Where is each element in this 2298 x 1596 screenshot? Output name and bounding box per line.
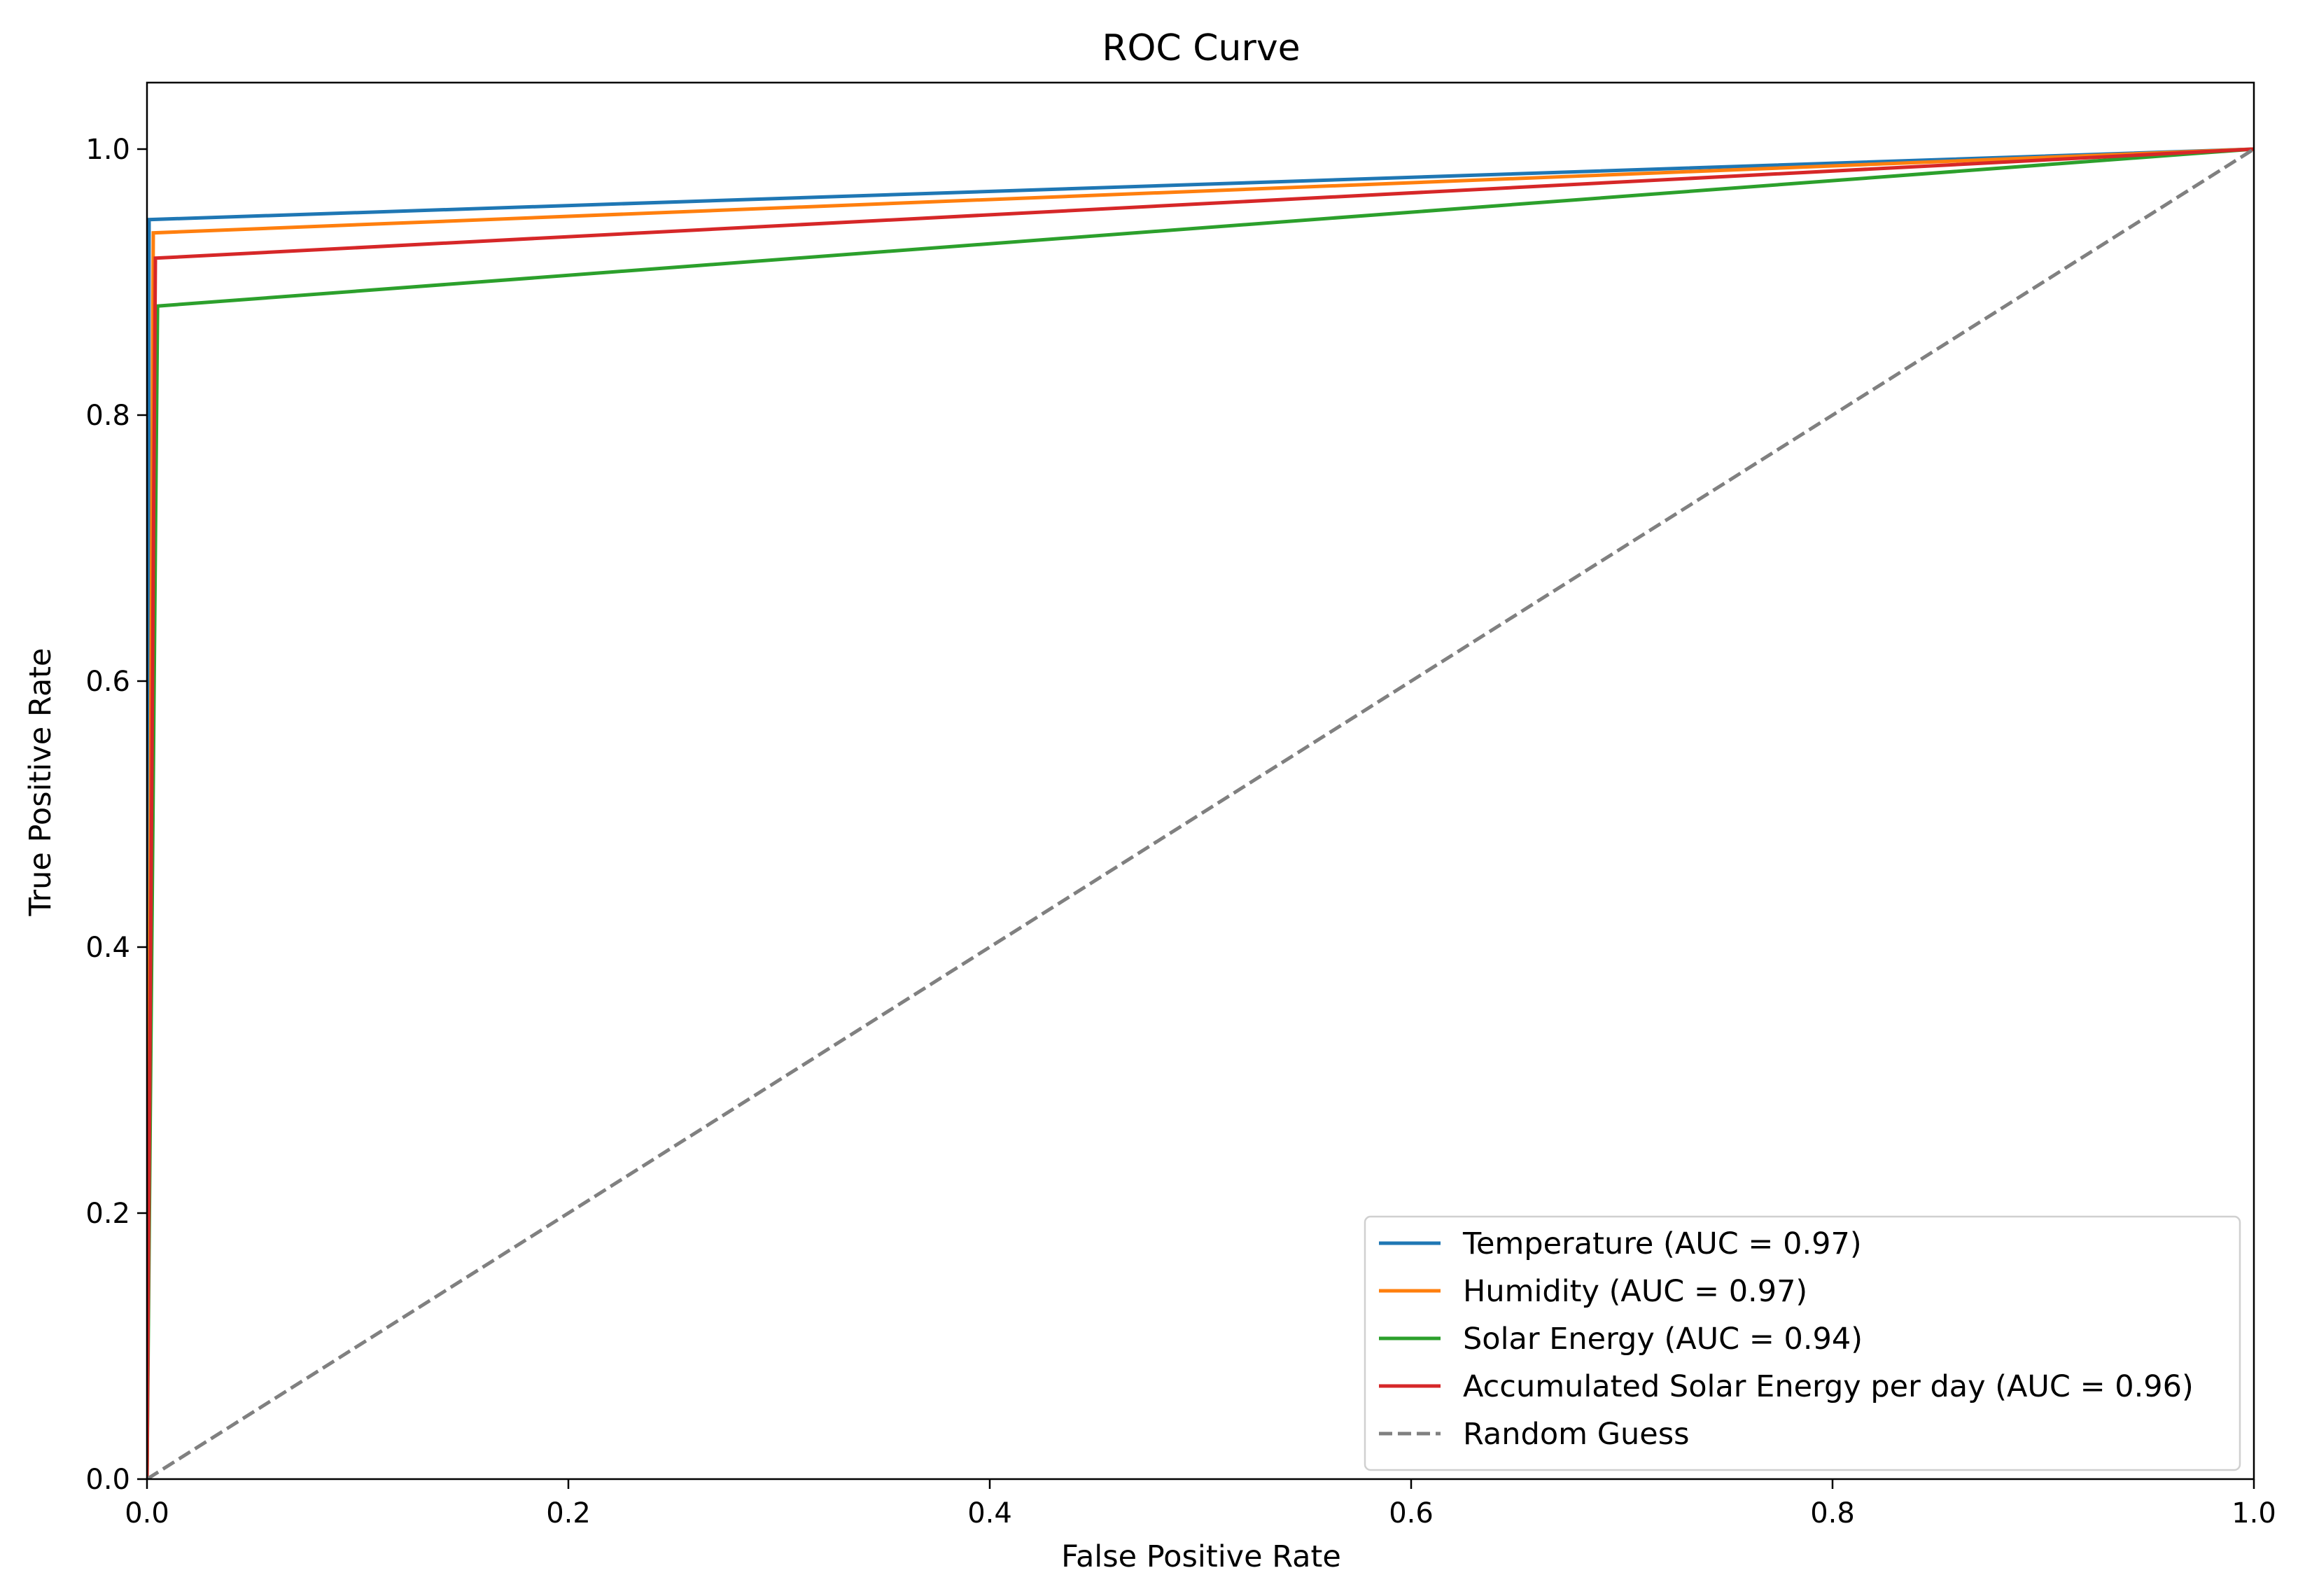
legend-label: Random Guess bbox=[1463, 1417, 1690, 1452]
chart-title: ROC Curve bbox=[1102, 27, 1300, 69]
y-axis-label: True Positive Rate bbox=[23, 648, 58, 916]
x-tick-label: 0.2 bbox=[546, 1497, 591, 1530]
series-lines bbox=[147, 147, 2254, 1479]
legend: Temperature (AUC = 0.97) Humidity (AUC = … bbox=[1364, 1215, 2241, 1471]
y-tick-label: 0.8 bbox=[85, 400, 130, 432]
legend-box bbox=[1364, 1215, 2241, 1471]
x-tick-label: 0.4 bbox=[967, 1497, 1012, 1530]
x-tick-label: 0.6 bbox=[1389, 1497, 1434, 1530]
legend-label: Solar Energy (AUC = 0.94) bbox=[1463, 1322, 1863, 1357]
y-tick-label: 0.4 bbox=[85, 932, 130, 964]
x-tick-label: 0.8 bbox=[1810, 1497, 1855, 1530]
y-tick-label: 0.6 bbox=[85, 666, 130, 698]
legend-label: Accumulated Solar Energy per day (AUC = … bbox=[1463, 1369, 2194, 1404]
axes-frame bbox=[146, 81, 2255, 1480]
x-axis-label: False Positive Rate bbox=[1061, 1539, 1341, 1574]
x-tick-label: 0.0 bbox=[125, 1497, 169, 1530]
series-line-accumulated-solar-energy-per-day bbox=[147, 147, 2254, 1479]
legend-label: Temperature (AUC = 0.97) bbox=[1462, 1226, 1862, 1261]
legend-label: Humidity (AUC = 0.97) bbox=[1463, 1274, 1807, 1309]
x-tick-label: 1.0 bbox=[2232, 1497, 2276, 1530]
y-tick-label: 0.2 bbox=[85, 1198, 130, 1230]
plot-area: 0.0 0.2 0.4 0.6 0.8 1.0 0.0 0.2 0.4 0.6 0.8 1.0 bbox=[85, 81, 2276, 1530]
y-tick-label: 1.0 bbox=[85, 134, 130, 166]
y-tick-label: 0.0 bbox=[85, 1464, 130, 1496]
